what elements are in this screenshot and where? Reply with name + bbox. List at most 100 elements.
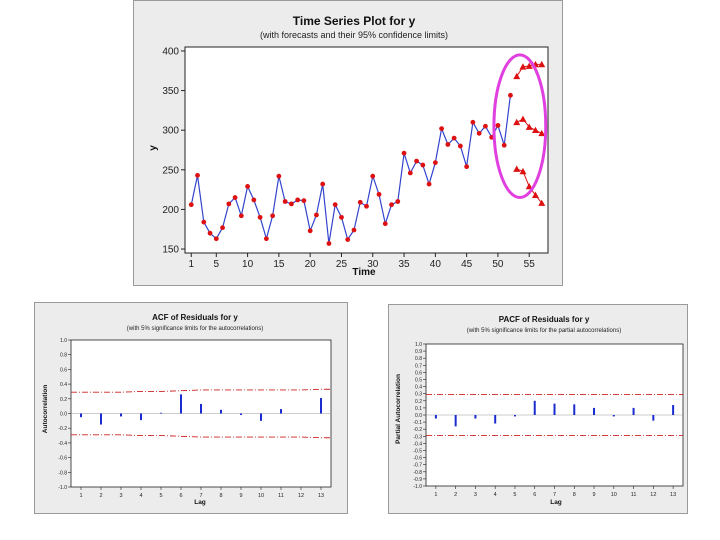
y-tick-label: 0.0 — [60, 412, 67, 418]
data-point — [345, 237, 351, 242]
upper-limit-marker — [519, 63, 527, 70]
time-series-chart: Time Series Plot for y (with forecasts a… — [148, 14, 549, 278]
data-point — [251, 197, 257, 203]
x-tick-label: 9 — [239, 493, 242, 499]
x-tick-label: 5 — [513, 492, 516, 498]
x-tick-label: 5 — [214, 259, 220, 270]
y-tick-label: 0.4 — [60, 382, 67, 388]
chart-subtitle: (with forecasts and their 95% confidence… — [260, 30, 448, 40]
y-tick-label: -0.1 — [413, 420, 422, 426]
x-axis-label: Lag — [550, 499, 562, 506]
data-point — [201, 219, 207, 225]
y-tick-label: 0.5 — [415, 378, 422, 384]
y-axis-label: Partial Autocorrelation — [395, 374, 402, 444]
data-point — [307, 228, 313, 234]
data-point — [232, 195, 238, 200]
y-tick-label: -0.5 — [413, 449, 422, 455]
upper-significance-limit — [71, 388, 331, 393]
data-point — [263, 236, 269, 242]
chart-subtitle: (with 5% significance limits for the aut… — [127, 326, 263, 332]
y-tick-label: 0.6 — [60, 367, 67, 373]
x-tick-label: 12 — [650, 492, 656, 498]
data-point — [301, 198, 307, 204]
lower-limit-marker — [519, 167, 527, 175]
data-point — [414, 158, 419, 164]
x-tick-label: 10 — [242, 259, 254, 270]
y-tick-label: -0.9 — [413, 477, 422, 483]
data-point — [370, 173, 376, 179]
x-tick-label: 1 — [188, 259, 194, 270]
y-tick-label: 0.9 — [415, 349, 422, 355]
data-point — [226, 201, 232, 207]
y-tick-label: 1.0 — [60, 338, 67, 344]
y-tick-label: 300 — [162, 126, 179, 137]
data-point — [351, 227, 357, 233]
chart-subtitle: (with 5% significance limits for the par… — [467, 328, 621, 334]
data-point — [238, 213, 244, 219]
y-tick-label: 200 — [162, 205, 179, 216]
y-tick-label: 0.7 — [415, 363, 422, 369]
series-line-y — [190, 95, 511, 244]
forecast-marker — [538, 129, 546, 137]
data-point — [483, 123, 488, 129]
y-tick-label: -0.8 — [413, 470, 422, 476]
data-point — [432, 160, 438, 166]
x-axis-label: Lag — [194, 499, 206, 506]
y-axis-label: y — [148, 145, 159, 151]
y-axis-label: Autocorrelation — [42, 385, 49, 433]
data-point — [195, 172, 200, 178]
x-tick-label: 5 — [159, 493, 162, 499]
data-point — [382, 221, 388, 227]
y-tick-label: 250 — [162, 165, 179, 176]
x-tick-label: 3 — [474, 492, 477, 498]
data-point — [257, 214, 263, 220]
y-tick-label: 0.4 — [415, 385, 422, 391]
data-point — [282, 199, 288, 204]
data-point — [407, 170, 413, 176]
y-tick-label: 0.6 — [415, 370, 422, 376]
upper-limit-marker — [525, 62, 533, 69]
y-tick-label: 0.3 — [415, 392, 422, 398]
data-point — [439, 126, 445, 132]
y-tick-label: 400 — [162, 46, 179, 57]
y-tick-label: 0.8 — [60, 353, 67, 359]
y-tick-label: -0.2 — [413, 427, 422, 433]
y-tick-label: -0.2 — [58, 426, 67, 432]
y-tick-label: 1.0 — [415, 342, 422, 348]
data-point — [376, 191, 382, 197]
x-tick-label: 2 — [99, 493, 102, 499]
chart-title: PACF of Residuals for y — [499, 315, 590, 324]
y-tick-label: -0.3 — [413, 434, 422, 440]
x-tick-label: 4 — [139, 493, 142, 499]
data-point — [464, 164, 470, 170]
x-tick-label: 3 — [119, 493, 122, 499]
data-point — [295, 197, 301, 203]
y-tick-label: 0.0 — [415, 413, 422, 419]
x-tick-label: 20 — [305, 259, 317, 270]
lower-limit-marker — [531, 191, 539, 198]
data-point — [470, 119, 476, 125]
pacf-chart: PACF of Residuals for y (with 5% signifi… — [395, 315, 684, 506]
y-tick-label: 0.8 — [415, 356, 422, 362]
x-tick-label: 1 — [79, 493, 82, 499]
data-point — [188, 202, 194, 208]
y-tick-label: -0.7 — [413, 463, 422, 469]
data-point — [457, 143, 463, 149]
x-tick-label: 50 — [492, 259, 504, 270]
x-tick-label: 13 — [318, 493, 324, 499]
data-point — [332, 202, 338, 208]
highlight-ellipse — [492, 53, 548, 200]
y-tick-label: -0.4 — [58, 441, 67, 447]
forecast-marker — [531, 126, 539, 133]
x-tick-label: 25 — [336, 259, 348, 270]
y-tick-label: -0.6 — [413, 456, 422, 462]
x-tick-label: 10 — [258, 493, 264, 499]
data-point — [445, 142, 451, 147]
x-tick-label: 8 — [219, 493, 222, 499]
data-point — [451, 135, 457, 141]
acf-panel: ACF of Residuals for y (with 5% signific… — [34, 302, 348, 514]
y-tick-label: 350 — [162, 86, 179, 97]
y-tick-label: -1.0 — [413, 484, 422, 490]
data-point — [339, 214, 344, 220]
data-point — [326, 241, 332, 246]
